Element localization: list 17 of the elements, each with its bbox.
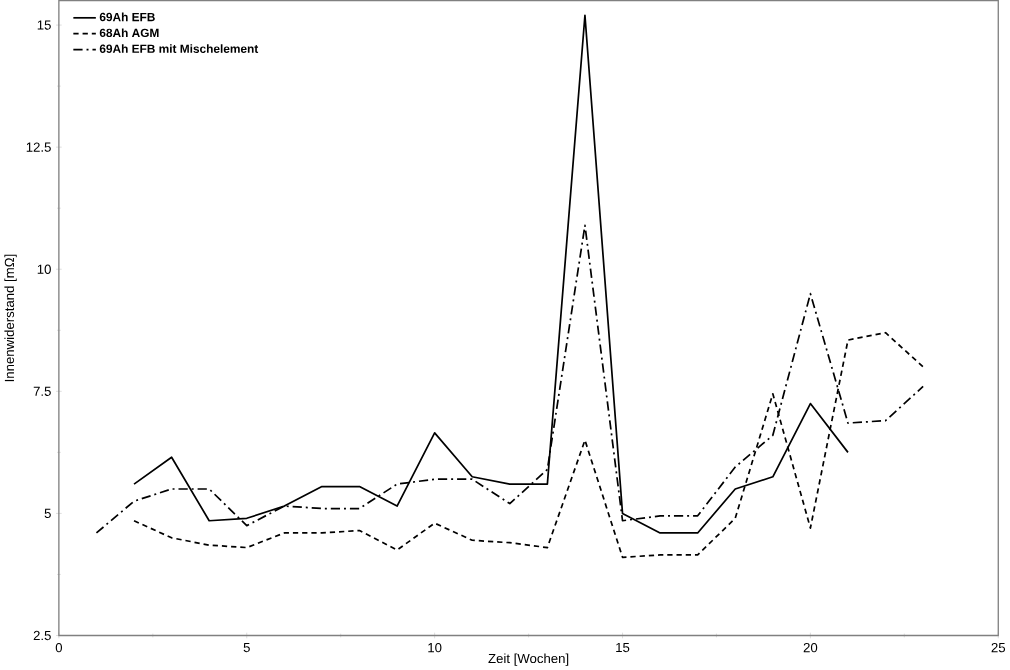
x-tick-label: 20: [803, 642, 818, 653]
x-axis-title: Zeit [Wochen]: [488, 653, 569, 666]
legend-label: 69Ah EFB: [99, 12, 155, 22]
y-tick-label: 7.5: [33, 386, 51, 396]
y-tick-label: 12.5: [26, 142, 51, 152]
x-tick-label: 5: [243, 642, 250, 653]
legend-label: 69Ah EFB mit Mischelement: [99, 44, 259, 53]
y-tick-label: 15: [37, 20, 51, 30]
y-tick-label: 5: [44, 508, 51, 518]
x-tick-label: 0: [55, 642, 63, 653]
y-tick-label: 10: [37, 264, 51, 274]
x-tick-label: 25: [991, 642, 1006, 653]
y-axis-title: Innenwiderstand [mΩ]: [4, 254, 17, 382]
x-tick-label: 10: [428, 642, 442, 653]
y-tick-label: 2.5: [33, 630, 51, 641]
legend-label: 68Ah AGM: [99, 28, 159, 38]
x-tick-label: 15: [616, 642, 630, 653]
